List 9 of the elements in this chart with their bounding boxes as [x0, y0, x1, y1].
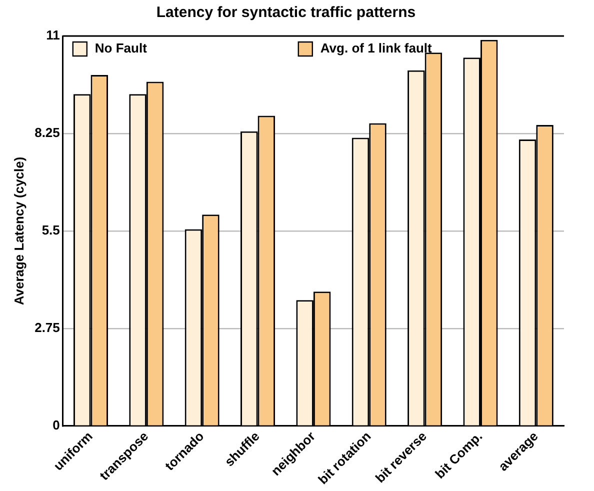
- y-tick-label: 2.75: [34, 320, 60, 336]
- legend-label: No Fault: [94, 40, 148, 56]
- y-tick-label: 5.5: [42, 222, 60, 238]
- y-axis-title: Average Latency (cycle): [11, 156, 26, 306]
- y-tick-label: 8.25: [34, 125, 60, 140]
- legend-label: Avg. of 1 link fault: [320, 40, 433, 56]
- y-tick-label: 0: [52, 418, 60, 433]
- chart-title: Latency for syntactic traffic patterns: [156, 4, 416, 22]
- y-tick-label: 11: [46, 28, 60, 43]
